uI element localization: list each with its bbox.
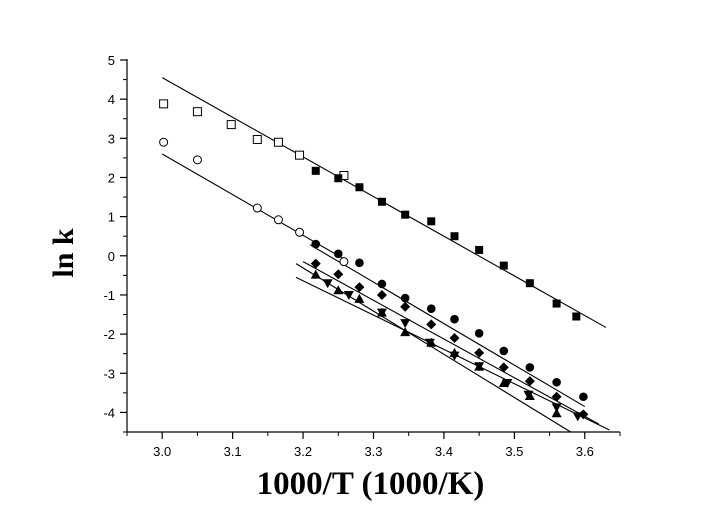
- fit-line: [302, 261, 600, 425]
- data-point: [226, 120, 236, 130]
- data-point: [273, 137, 283, 147]
- y-tick-label: -3: [103, 366, 115, 381]
- x-tick-label: 3.3: [364, 444, 382, 459]
- data-point: [401, 210, 410, 219]
- fit-lines: [161, 77, 610, 433]
- data-point: [475, 245, 484, 254]
- data-point: [449, 333, 460, 344]
- y-tick-label: -2: [103, 327, 115, 342]
- data-point: [551, 408, 562, 418]
- data-point: [525, 363, 535, 372]
- data-point: [333, 269, 344, 280]
- x-tick-label: 3.6: [576, 444, 594, 459]
- data-point: [450, 232, 459, 241]
- y-tick-label: 2: [108, 170, 115, 185]
- data-point: [523, 390, 534, 400]
- data-point: [498, 362, 509, 373]
- data-point: [400, 327, 411, 337]
- data-point: [333, 249, 343, 259]
- data-point: [355, 258, 364, 268]
- data-point: [474, 347, 485, 358]
- data-point: [376, 308, 387, 318]
- data-point: [424, 338, 435, 348]
- data-point: [450, 314, 459, 324]
- data-point: [310, 258, 321, 269]
- ticks: [120, 59, 621, 439]
- data-point: [449, 351, 460, 361]
- data-point: [502, 379, 513, 389]
- y-tick-label: 4: [108, 92, 115, 107]
- data-point: [311, 166, 320, 175]
- data-point: [322, 279, 333, 289]
- data-point: [377, 279, 387, 289]
- data-point: [474, 362, 485, 372]
- data-point: [474, 329, 484, 338]
- data-point: [339, 257, 349, 267]
- y-tick-label: -4: [103, 405, 115, 420]
- data-point: [499, 346, 509, 356]
- data-point: [354, 293, 365, 303]
- data-point: [376, 289, 387, 300]
- y-axis-title: ln k: [47, 228, 80, 278]
- x-tick-label: 3.2: [294, 444, 312, 459]
- data-point: [343, 290, 354, 300]
- data-point: [551, 403, 562, 413]
- data-point: [578, 409, 589, 420]
- data-point: [400, 293, 410, 303]
- data-point: [310, 269, 321, 279]
- data-point: [427, 217, 436, 226]
- data-point: [273, 215, 283, 225]
- data-point: [192, 107, 202, 117]
- data-point: [524, 376, 535, 387]
- data-point: [333, 285, 344, 295]
- x-tick-label: 3.5: [505, 444, 523, 459]
- data-point: [572, 312, 581, 321]
- data-point: [579, 392, 588, 402]
- x-tick-label: 3.0: [153, 444, 171, 459]
- data-point: [499, 261, 508, 270]
- data-point: [159, 137, 169, 147]
- data-point: [252, 134, 262, 144]
- x-tick-labels: 3.0 3.1 3.2 3.3 3.4 3.5 3.6: [153, 444, 594, 459]
- data-point: [426, 304, 436, 313]
- data-point: [159, 99, 169, 109]
- data-point: [355, 183, 364, 192]
- data-point: [377, 197, 386, 206]
- x-tick-label: 3.1: [224, 444, 242, 459]
- x-tick-label: 3.4: [435, 444, 453, 459]
- data-point: [525, 279, 534, 288]
- data-point: [551, 391, 562, 402]
- data-point: [295, 227, 305, 237]
- data-point: [334, 174, 343, 183]
- data-point: [354, 282, 365, 293]
- data-point: [400, 319, 411, 329]
- y-tick-label: 0: [108, 249, 115, 264]
- y-tick-label: -1: [103, 288, 115, 303]
- data-point: [426, 319, 437, 330]
- data-point: [552, 299, 561, 308]
- y-tick-label: 5: [108, 53, 115, 68]
- data-point: [552, 377, 561, 387]
- data-point: [572, 412, 583, 422]
- x-axis-title: 1000/T (1000/K): [257, 466, 485, 502]
- data-point: [400, 301, 411, 312]
- y-tick-label: 3: [108, 131, 115, 146]
- fit-line: [309, 244, 586, 408]
- y-tick-label: 1: [108, 210, 115, 225]
- data-point: [295, 150, 305, 160]
- data-points: [159, 99, 589, 422]
- data-point: [311, 239, 321, 249]
- data-point: [192, 155, 202, 165]
- data-point: [252, 203, 262, 213]
- y-tick-labels: 5 4 3 2 1 0 -1 -2 -3 -4: [103, 53, 115, 420]
